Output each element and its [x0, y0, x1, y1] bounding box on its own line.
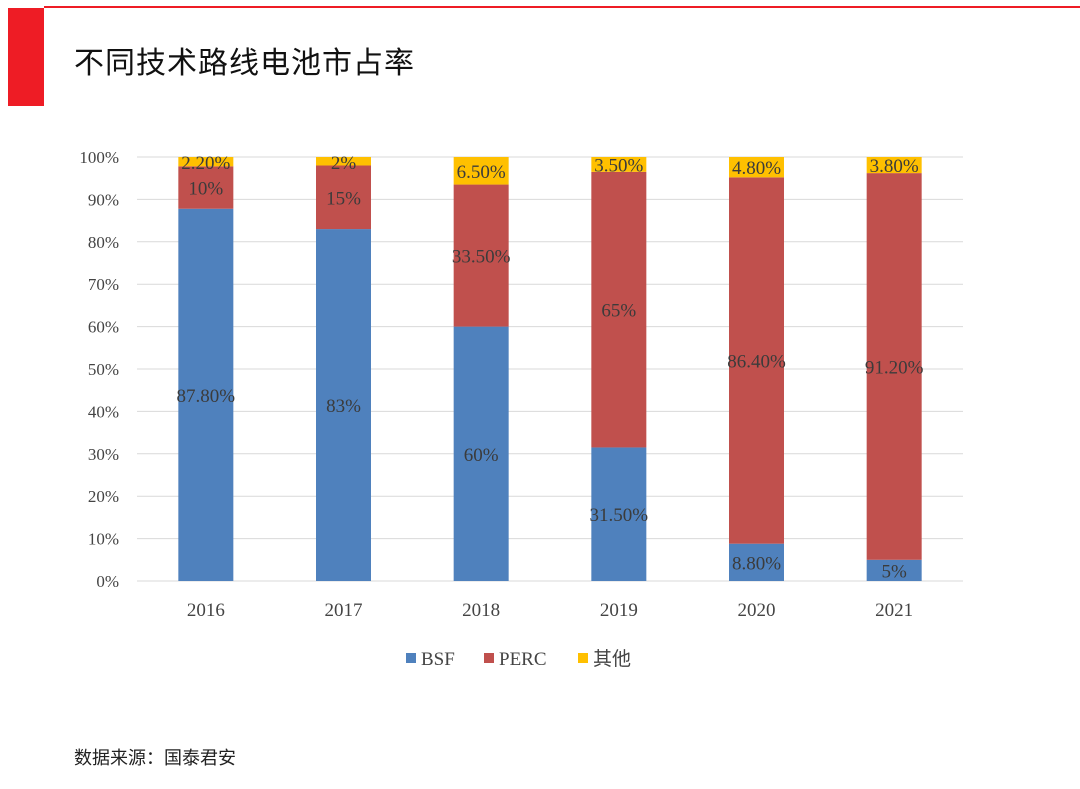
x-category-label: 2016 [187, 600, 225, 621]
accent-bar [8, 8, 44, 106]
x-category-label: 2018 [462, 600, 500, 621]
data-label-bsf-2021: 5% [882, 561, 908, 582]
page-title: 不同技术路线电池市占率 [74, 46, 415, 81]
data-label-other-2017: 2% [331, 153, 357, 174]
bar-bsf-2018 [453, 326, 509, 581]
data-label-other-2020: 4.80% [732, 158, 781, 179]
data-label-bsf-2019: 31.50% [590, 505, 649, 526]
data-label-perc-2017: 15% [326, 188, 361, 209]
y-tick-label: 70% [88, 275, 119, 294]
data-label-perc-2020: 86.40% [727, 352, 786, 373]
y-tick-label: 0% [96, 572, 119, 591]
data-label-bsf-2020: 8.80% [732, 553, 781, 574]
data-label-perc-2021: 91.20% [865, 357, 924, 378]
data-label-other-2019: 3.50% [594, 155, 643, 176]
bar-bsf-2016 [178, 208, 234, 581]
bar-other-2019 [591, 157, 647, 172]
x-category-label: 2017 [325, 600, 363, 621]
source-note: 数据来源：国泰君安 [74, 748, 236, 769]
y-tick-label: 10% [88, 530, 119, 549]
data-label-other-2021: 3.80% [870, 156, 919, 177]
data-label-bsf-2018: 60% [464, 445, 499, 466]
bar-perc-2016 [178, 166, 234, 209]
bar-other-2020 [729, 157, 784, 178]
bar-bsf-2021 [866, 559, 922, 581]
legend-label-perc: PERC [499, 649, 547, 670]
data-label-perc-2016: 10% [188, 179, 223, 200]
bar-perc-2019 [591, 171, 647, 448]
legend-swatch-perc [484, 653, 494, 663]
y-tick-label: 100% [79, 148, 119, 167]
bar-other-2021 [866, 157, 922, 174]
y-tick-label: 30% [88, 445, 119, 464]
bar-other-2016 [178, 157, 234, 167]
legend-label-bsf: BSF [421, 649, 455, 670]
stacked-bar-chart: 0% 10% 20% 30% 40% 50% 60% 70% 80% 90% 100% 87.80% 1… [79, 148, 963, 670]
bar-bsf-2020 [729, 543, 784, 581]
y-tick-label: 40% [88, 402, 119, 421]
legend-swatch-other [578, 653, 588, 663]
bar-bsf-2017 [316, 229, 371, 581]
data-label-other-2018: 6.50% [457, 162, 506, 183]
header-rule [44, 6, 1080, 8]
bar-other-2017 [316, 157, 371, 166]
data-label-bsf-2017: 83% [326, 396, 361, 417]
y-tick-label: 90% [88, 190, 119, 209]
y-tick-label: 50% [88, 360, 119, 379]
data-label-perc-2019: 65% [601, 301, 636, 322]
x-category-label: 2021 [875, 600, 913, 621]
y-tick-label: 80% [88, 233, 119, 252]
y-tick-label: 20% [88, 487, 119, 506]
legend-swatch-bsf [406, 653, 416, 663]
data-label-other-2016: 2.20% [181, 153, 230, 174]
bar-perc-2020 [729, 177, 784, 544]
bar-bsf-2019 [591, 447, 647, 581]
x-category-label: 2019 [600, 600, 638, 621]
y-tick-label: 60% [88, 318, 119, 337]
x-category-label: 2020 [738, 600, 776, 621]
data-label-bsf-2016: 87.80% [177, 386, 236, 407]
bar-perc-2017 [316, 165, 371, 230]
bar-perc-2018 [453, 184, 509, 327]
bar-other-2018 [453, 157, 509, 185]
data-label-perc-2018: 33.50% [452, 247, 511, 268]
bar-perc-2021 [866, 173, 922, 560]
legend-label-other: 其他 [593, 648, 631, 670]
